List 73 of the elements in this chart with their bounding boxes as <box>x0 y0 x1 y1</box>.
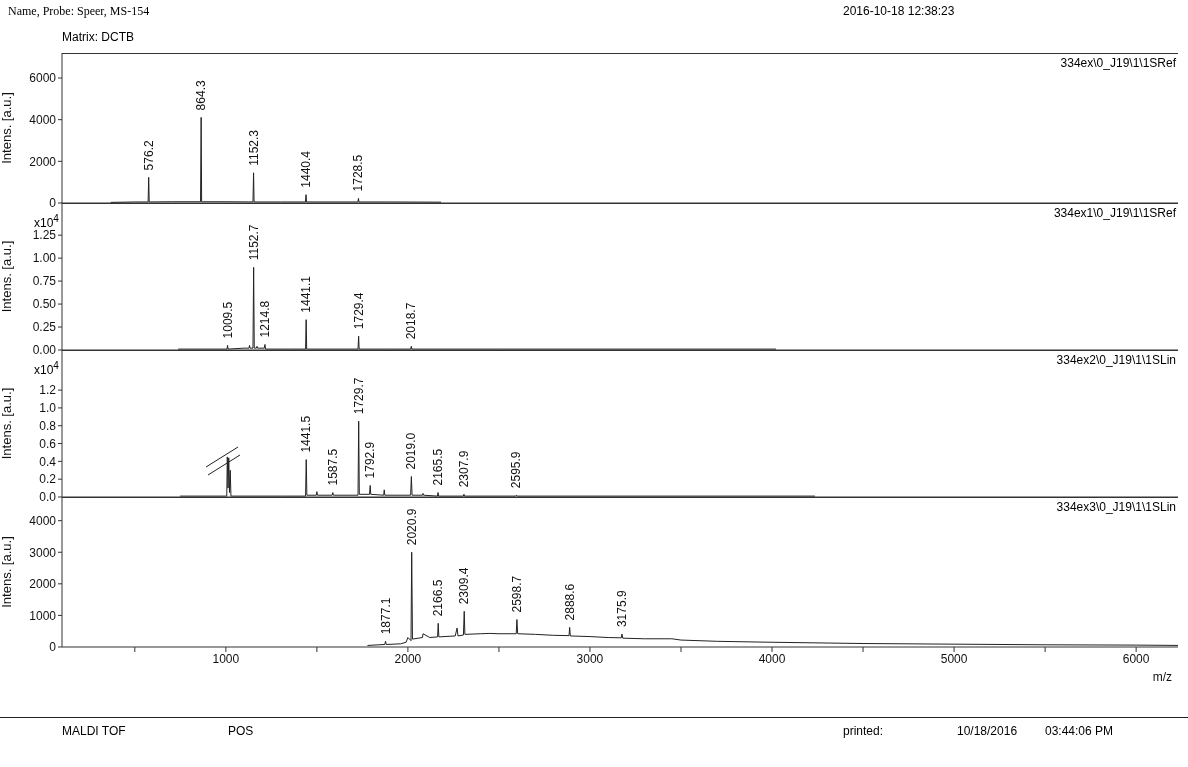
y-tick-label: 0.00 <box>32 343 57 358</box>
y-tick-label: 4000 <box>29 513 57 528</box>
annotation: 1728.5 <box>351 154 366 192</box>
text: printed: <box>843 724 884 738</box>
y-tick-label: 1000 <box>29 608 57 623</box>
annotation: 2020.9 <box>404 508 419 546</box>
y-tick-label: 1.25 <box>32 228 57 243</box>
y-axis-title: Intens. [a.u.] <box>0 536 14 608</box>
y-tick-label: 0.75 <box>32 274 57 289</box>
chart-title: 334ex\0_J19\1\1SRef <box>1060 56 1176 70</box>
x-tick-label: 5000 <box>940 651 968 666</box>
annotation: 2166.5 <box>431 579 446 617</box>
y-tick-label: 0.50 <box>32 297 57 312</box>
y-tick-label: 3000 <box>29 545 57 560</box>
y-tick-label: 1.00 <box>32 251 57 266</box>
y-tick-label: 1.2 <box>39 383 57 398</box>
annotation: 1214.8 <box>257 300 272 338</box>
chart-title: 334ex1\0_J19\1\1SRef <box>1053 206 1176 220</box>
text: Name, Probe: Speer, MS-154 <box>8 4 150 18</box>
chart-title: 334ex2\0_J19\1\1SLin <box>1056 353 1176 367</box>
x-tick-label: 2000 <box>394 651 422 666</box>
y-axis-title: Intens. [a.u.] <box>0 240 14 313</box>
text: 2016-10-18 12:38:23 <box>843 4 955 18</box>
annotation: 1729.4 <box>351 292 366 330</box>
y-tick-label: 0 <box>49 640 57 655</box>
annotation: 1441.5 <box>299 415 314 453</box>
annotation: 2307.9 <box>456 450 471 488</box>
x-tick-label: 1000 <box>212 651 240 666</box>
y-tick-label: 0.2 <box>39 472 57 487</box>
annotation: 1587.5 <box>325 448 340 486</box>
text: x10$^{4}$ <box>34 359 59 377</box>
x-tick-label: 4000 <box>758 651 786 666</box>
y-tick-label: 0.4 <box>39 454 57 469</box>
chart-title: 334ex3\0_J19\1\1SLin <box>1056 500 1176 514</box>
y-axis-title: Intens. [a.u.] <box>0 387 14 460</box>
y-tick-label: 0 <box>49 196 57 211</box>
annotation: 2595.9 <box>509 451 524 489</box>
y-tick-label: 0.0 <box>39 490 57 505</box>
text: Matrix: DCTB <box>62 30 134 44</box>
annotation: 1440.4 <box>299 150 314 188</box>
y-tick-label: 0.6 <box>39 436 57 451</box>
text: MALDI TOF <box>62 724 126 738</box>
annotation: 3175.9 <box>614 590 629 628</box>
y-axis-title: Intens. [a.u.] <box>0 92 14 164</box>
annotation: 1877.1 <box>378 597 393 635</box>
x-axis-title: m/z <box>1152 670 1172 684</box>
annotation: 2019.0 <box>404 432 419 470</box>
annotation: 864.3 <box>194 80 209 111</box>
annotation: 1152.7 <box>246 224 261 261</box>
annotation: 576.2 <box>141 140 156 171</box>
text: x10$^{4}$ <box>34 212 59 230</box>
annotation: 1009.5 <box>220 301 235 339</box>
x-tick-label: 6000 <box>1122 651 1150 666</box>
y-tick-label: 4000 <box>29 112 57 127</box>
annotation: 1441.1 <box>299 275 314 313</box>
annotation: 2888.6 <box>562 583 577 621</box>
annotation: 2598.7 <box>509 575 524 613</box>
text: 10/18/2016 <box>957 724 1018 738</box>
y-tick-label: 6000 <box>29 71 57 86</box>
y-tick-label: 0.25 <box>32 320 57 335</box>
annotation: 2309.4 <box>457 567 472 605</box>
annotation: 1792.9 <box>363 441 378 479</box>
text: POS <box>228 724 254 738</box>
annotation: 2018.7 <box>404 302 419 340</box>
y-tick-label: 1.0 <box>39 401 57 416</box>
annotation: 1729.7 <box>351 377 366 415</box>
x-tick-label: 3000 <box>576 651 604 666</box>
y-tick-label: 2000 <box>29 577 57 592</box>
y-tick-label: 0.8 <box>39 418 57 433</box>
y-tick-label: 2000 <box>29 154 57 169</box>
text: 03:44:06 PM <box>1045 724 1114 738</box>
annotation: 1152.3 <box>246 129 261 166</box>
annotation: 2165.5 <box>431 448 446 486</box>
